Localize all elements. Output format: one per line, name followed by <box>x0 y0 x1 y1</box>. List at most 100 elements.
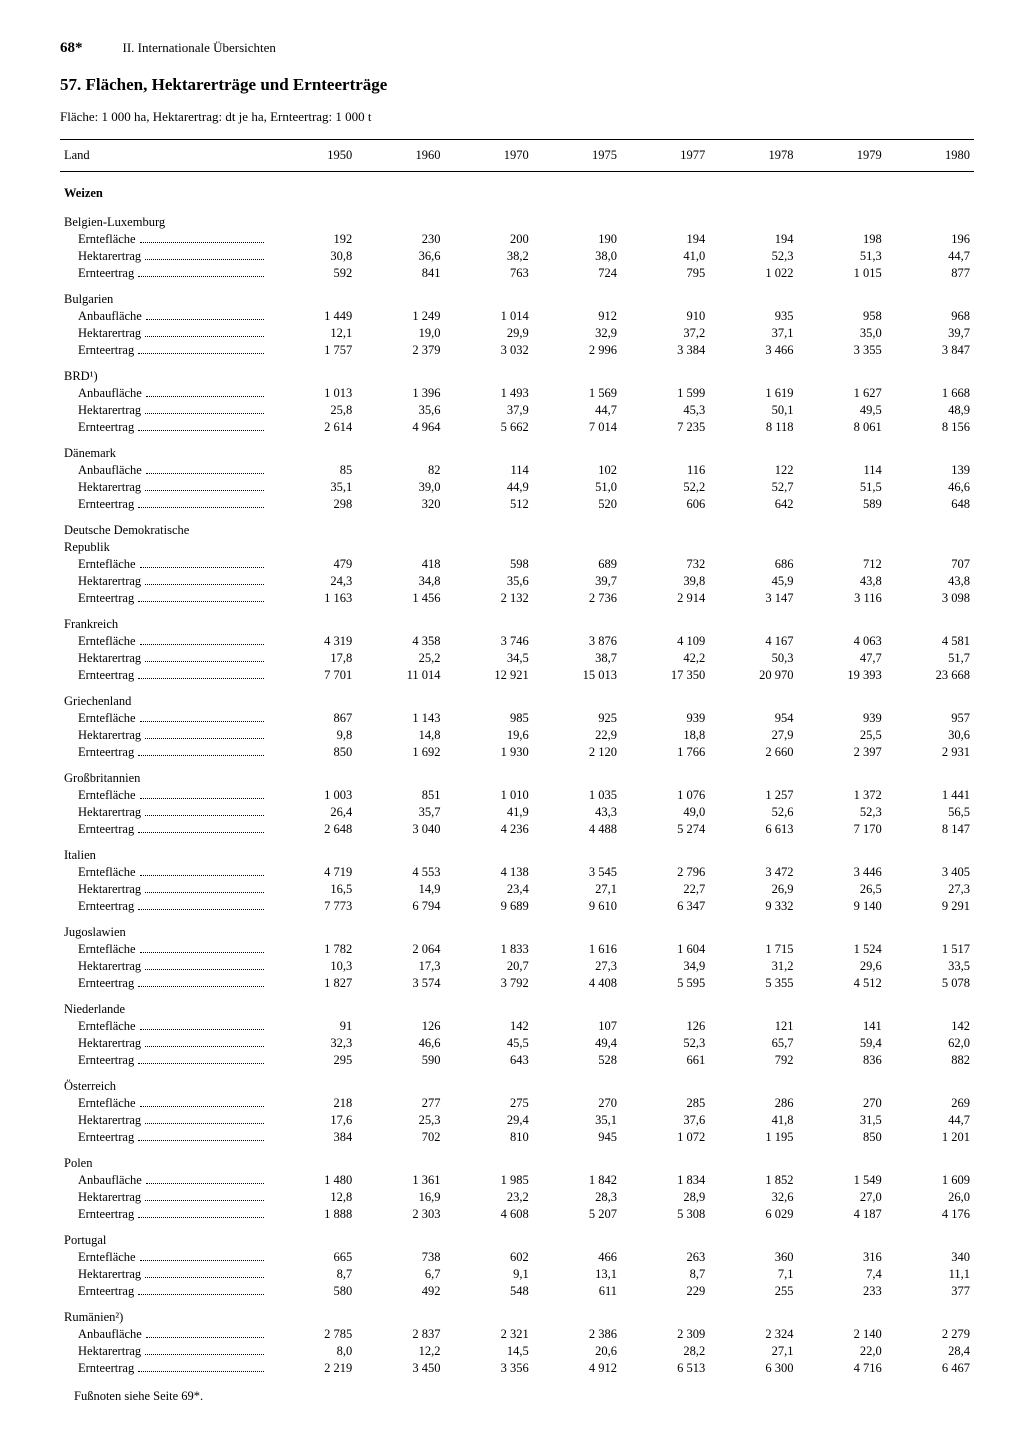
row-label: Ernteertrag <box>78 745 136 760</box>
data-cell: 665 <box>268 1249 356 1266</box>
data-cell: 35,1 <box>533 1112 621 1129</box>
leader-dots <box>138 909 264 910</box>
data-cell: 42,2 <box>621 650 709 667</box>
data-cell: 1 888 <box>268 1206 356 1223</box>
row-label: Erntefläche <box>78 1250 138 1265</box>
country-name: Belgien-Luxemburg <box>60 205 974 231</box>
leader-dots <box>138 1371 264 1372</box>
row-label-cell: Ernteertrag <box>60 1283 268 1300</box>
data-cell: 49,0 <box>621 804 709 821</box>
data-cell: 2 648 <box>268 821 356 838</box>
col-year: 1979 <box>798 140 886 172</box>
row-label-cell: Hektarertrag <box>60 958 268 975</box>
leader-dots <box>140 567 264 568</box>
data-cell: 233 <box>798 1283 886 1300</box>
data-cell: 18,8 <box>621 727 709 744</box>
country-name: Großbritannien <box>60 761 974 787</box>
row-label: Anbaufläche <box>78 1327 144 1342</box>
row-label: Hektarertrag <box>78 326 143 341</box>
row-label-cell: Hektarertrag <box>60 804 268 821</box>
leader-dots <box>140 798 264 799</box>
data-cell: 1 143 <box>356 710 444 727</box>
data-cell: 39,0 <box>356 479 444 496</box>
data-cell: 939 <box>621 710 709 727</box>
data-cell: 269 <box>886 1095 974 1112</box>
leader-dots <box>138 1063 264 1064</box>
data-cell: 4 138 <box>445 864 533 881</box>
table-row: Anbaufläche1 0131 3961 4931 5691 5991 61… <box>60 385 974 402</box>
leader-dots <box>138 507 264 508</box>
data-cell: 52,6 <box>709 804 797 821</box>
data-cell: 5 078 <box>886 975 974 992</box>
data-cell: 6 467 <box>886 1360 974 1377</box>
country-row: Niederlande <box>60 992 974 1018</box>
row-label-cell: Erntefläche <box>60 556 268 573</box>
data-cell: 689 <box>533 556 621 573</box>
row-label: Erntefläche <box>78 557 138 572</box>
data-cell: 27,1 <box>533 881 621 898</box>
data-cell: 418 <box>356 556 444 573</box>
country-name: Deutsche Demokratische <box>60 513 974 539</box>
data-cell: 49,4 <box>533 1035 621 1052</box>
data-cell: 2 914 <box>621 590 709 607</box>
row-label-cell: Hektarertrag <box>60 573 268 590</box>
data-cell: 7,4 <box>798 1266 886 1283</box>
data-cell: 37,1 <box>709 325 797 342</box>
data-cell: 1 076 <box>621 787 709 804</box>
data-cell: 1 456 <box>356 590 444 607</box>
data-cell: 925 <box>533 710 621 727</box>
data-cell: 102 <box>533 462 621 479</box>
data-cell: 27,0 <box>798 1189 886 1206</box>
data-cell: 1 163 <box>268 590 356 607</box>
data-cell: 1 604 <box>621 941 709 958</box>
row-label-cell: Ernteertrag <box>60 1052 268 1069</box>
table-row: Erntefläche91126142107126121141142 <box>60 1018 974 1035</box>
leader-dots <box>145 1354 264 1355</box>
row-label: Anbaufläche <box>78 1173 144 1188</box>
section-name: II. Internationale Übersichten <box>123 40 276 56</box>
data-cell: 384 <box>268 1129 356 1146</box>
table-row: Erntefläche4 7194 5534 1383 5452 7963 47… <box>60 864 974 881</box>
data-cell: 1 930 <box>445 744 533 761</box>
data-cell: 28,3 <box>533 1189 621 1206</box>
country-row: Österreich <box>60 1069 974 1095</box>
data-cell: 738 <box>356 1249 444 1266</box>
data-cell: 1 010 <box>445 787 533 804</box>
row-label-cell: Erntefläche <box>60 1249 268 1266</box>
data-cell: 255 <box>709 1283 797 1300</box>
leader-dots <box>138 832 264 833</box>
data-cell: 520 <box>533 496 621 513</box>
data-cell: 954 <box>709 710 797 727</box>
data-cell: 7 170 <box>798 821 886 838</box>
data-cell: 25,5 <box>798 727 886 744</box>
data-cell: 263 <box>621 1249 709 1266</box>
row-label: Hektarertrag <box>78 574 143 589</box>
country-name: Bulgarien <box>60 282 974 308</box>
data-cell: 190 <box>533 231 621 248</box>
data-cell: 1 549 <box>798 1172 886 1189</box>
row-label: Ernteertrag <box>78 497 136 512</box>
row-label-cell: Erntefläche <box>60 941 268 958</box>
data-cell: 32,9 <box>533 325 621 342</box>
leader-dots <box>145 738 264 739</box>
leader-dots <box>146 396 264 397</box>
data-cell: 52,3 <box>798 804 886 821</box>
data-cell: 4 236 <box>445 821 533 838</box>
data-cell: 17,8 <box>268 650 356 667</box>
data-cell: 5 274 <box>621 821 709 838</box>
data-cell: 12 921 <box>445 667 533 684</box>
row-label-cell: Ernteertrag <box>60 975 268 992</box>
row-label: Ernteertrag <box>78 1053 136 1068</box>
leader-dots <box>145 1277 264 1278</box>
leader-dots <box>138 755 264 756</box>
row-label: Hektarertrag <box>78 1344 143 1359</box>
country-name: Jugoslawien <box>60 915 974 941</box>
data-cell: 841 <box>356 265 444 282</box>
country-row: BRD¹) <box>60 359 974 385</box>
data-cell: 9 291 <box>886 898 974 915</box>
table-row: Hektarertrag16,514,923,427,122,726,926,5… <box>60 881 974 898</box>
data-cell: 19 393 <box>798 667 886 684</box>
table-row: Ernteertrag298320512520606642589648 <box>60 496 974 513</box>
data-cell: 598 <box>445 556 533 573</box>
page-subtitle: Fläche: 1 000 ha, Hektarertrag: dt je ha… <box>60 109 974 125</box>
